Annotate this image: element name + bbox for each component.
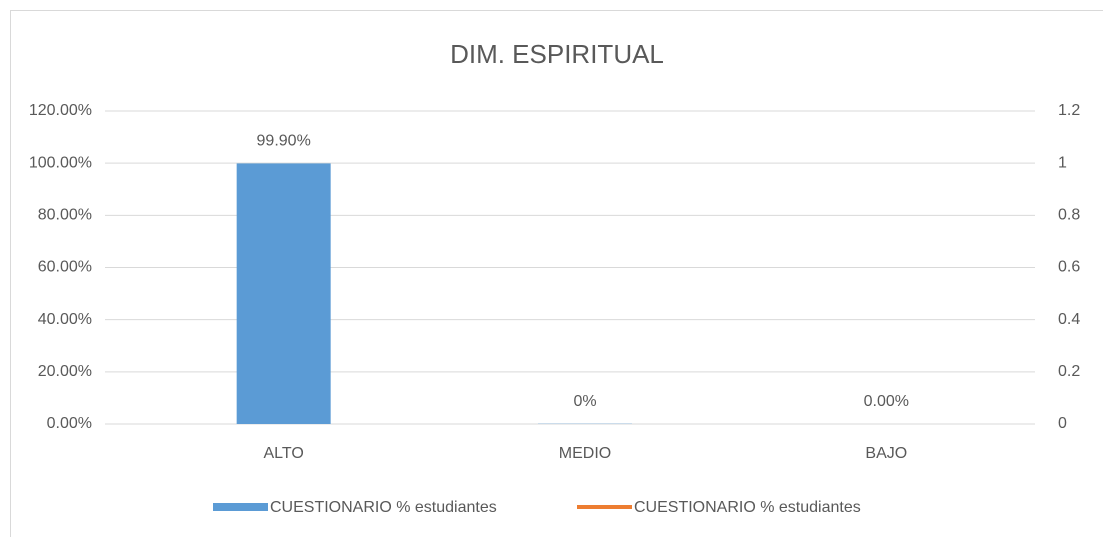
y2-tick-label: 0.6 [1058, 259, 1080, 276]
chart-title: DIM. ESPIRITUAL [450, 39, 664, 69]
y2-tick-label: 0.8 [1058, 207, 1080, 224]
y-tick-label: 0.00% [47, 415, 92, 432]
y-tick-label: 100.00% [29, 154, 92, 171]
x-tick-label: BAJO [865, 445, 907, 462]
y-tick-label: 20.00% [38, 363, 92, 380]
x-tick-label: ALTO [264, 445, 304, 462]
bar [237, 163, 331, 424]
chart-border [11, 11, 1103, 538]
x-tick-label: MEDIO [559, 445, 611, 462]
y2-tick-label: 1.2 [1058, 102, 1080, 119]
data-label: 0% [573, 393, 596, 410]
y-tick-label: 120.00% [29, 102, 92, 119]
y2-tick-label: 0.4 [1058, 311, 1080, 328]
data-label: 0.00% [864, 393, 909, 410]
data-label: 99.90% [257, 133, 311, 150]
y-tick-label: 80.00% [38, 207, 92, 224]
y2-tick-label: 0 [1058, 415, 1067, 432]
legend-label: CUESTIONARIO % estudiantes [634, 499, 861, 516]
y2-tick-label: 0.2 [1058, 363, 1080, 380]
legend-label: CUESTIONARIO % estudiantes [270, 499, 497, 516]
y-tick-label: 40.00% [38, 311, 92, 328]
y2-tick-label: 1 [1058, 154, 1067, 171]
y-tick-label: 60.00% [38, 259, 92, 276]
legend-swatch [213, 503, 268, 511]
